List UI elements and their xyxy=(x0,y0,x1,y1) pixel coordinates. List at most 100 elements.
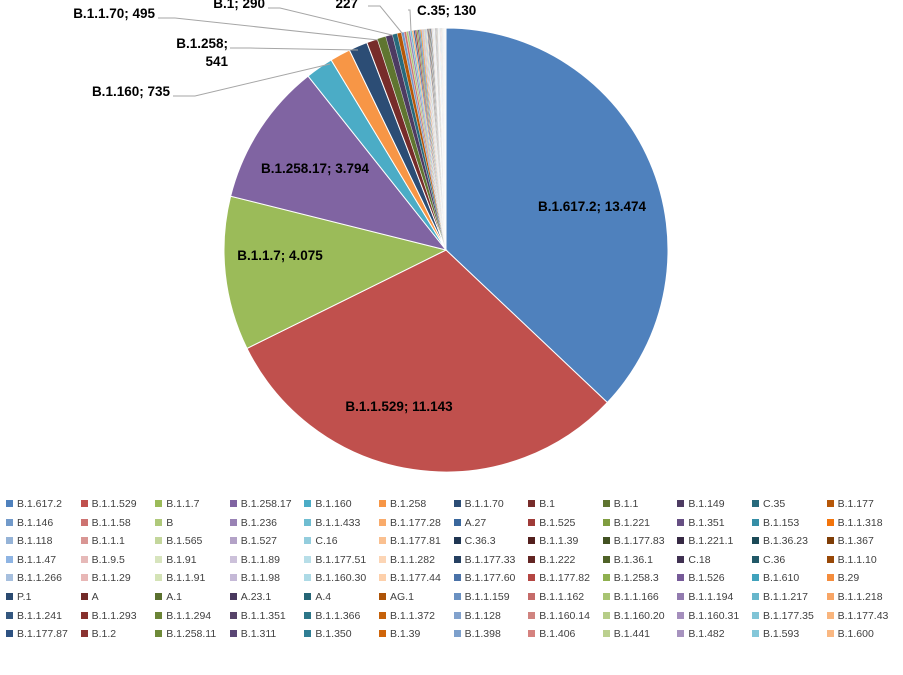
legend-label: A.4 xyxy=(315,591,332,603)
legend-label: B xyxy=(166,516,174,529)
legend-swatch xyxy=(677,537,685,545)
legend-label: B.1.236 xyxy=(240,516,277,529)
legend-swatch xyxy=(155,574,163,582)
legend-item-b-1-482: B.1.482 xyxy=(677,627,725,641)
legend-item-b-1-177-44: B.1.177.44 xyxy=(379,571,441,585)
legend-label: B.1.593 xyxy=(763,628,800,641)
legend-label: B.1.177.87 xyxy=(17,628,68,641)
legend-swatch xyxy=(379,500,386,507)
legend-item-b-1-1-351: B.1.1.351 xyxy=(229,609,286,623)
legend-item-b-1-177-28: B.1.177.28 xyxy=(379,516,441,530)
legend-label: B.1.482 xyxy=(688,628,725,641)
data-labels: B.1.617.2; 13.474 B.1.1.529; 11.143 B.1.… xyxy=(73,0,646,414)
legend-item-b-1-177-83: B.1.177.83 xyxy=(602,534,665,548)
legend-swatch xyxy=(528,611,536,619)
legend-label: B.1.128 xyxy=(464,609,501,622)
legend-label: B.1.222 xyxy=(539,553,576,566)
legend-item-b-1-146: B.1.146 xyxy=(6,516,53,530)
data-label-b-1-258-17: B.1.258.17; 3.794 xyxy=(261,161,370,176)
legend-item-b-1-1-293: B.1.1.293 xyxy=(80,609,137,623)
legend-label: AG.1 xyxy=(390,591,414,603)
legend-swatch xyxy=(677,574,685,582)
legend-label: B.1.1.58 xyxy=(91,516,131,529)
legend-label: B.1.177.44 xyxy=(390,572,441,585)
legend-label: B.1.1.98 xyxy=(240,572,280,585)
data-label-b-1-1: 227 xyxy=(335,0,358,11)
legend-label: B.1.1.10 xyxy=(837,553,877,566)
legend-label: B.1.221.1 xyxy=(688,535,734,548)
legend-label: B.1.1.218 xyxy=(837,591,883,603)
legend-label: B.1.160.14 xyxy=(539,609,590,622)
legend-swatch xyxy=(677,518,685,526)
legend-swatch xyxy=(677,611,685,619)
legend-label: A xyxy=(91,591,99,603)
legend-swatch xyxy=(826,500,834,507)
legend-swatch xyxy=(379,518,386,526)
legend-label: B.1.177.82 xyxy=(539,572,590,585)
legend-swatch xyxy=(80,518,88,526)
legend-label: B.1.600 xyxy=(837,628,874,641)
legend-label: B.1 xyxy=(539,498,555,510)
legend-swatch xyxy=(826,574,834,582)
legend-swatch xyxy=(304,500,312,507)
leader-line-b-1-1 xyxy=(368,5,403,34)
legend-item-b-1-177-60: B.1.177.60 xyxy=(453,571,515,585)
legend-swatch xyxy=(229,593,237,600)
legend-label: B.1.9.5 xyxy=(91,553,125,566)
legend-label: B.1.1.282 xyxy=(390,553,435,566)
legend-label: B.1.311 xyxy=(240,628,277,641)
legend-label: B.1.610 xyxy=(763,572,800,585)
legend-item-p-1: P.1 xyxy=(6,590,31,604)
legend-swatch xyxy=(752,630,759,638)
legend-item-b-1-1-91: B.1.1.91 xyxy=(155,571,205,585)
legend-label: B.1.1.91 xyxy=(166,572,206,585)
legend-item-b-1-258-3: B.1.258.3 xyxy=(602,571,659,585)
legend-label: B.1.1.217 xyxy=(763,591,808,603)
legend-item-b-29: B.29 xyxy=(826,571,859,585)
legend-item-b-1-525: B.1.525 xyxy=(528,516,575,530)
data-label-b-1-1-529: B.1.1.529; 11.143 xyxy=(345,399,453,414)
legend-swatch xyxy=(80,500,88,507)
legend-item-b-1-160-14: B.1.160.14 xyxy=(528,609,590,623)
legend-swatch xyxy=(826,518,834,526)
legend-item-b-1-367: B.1.367 xyxy=(826,534,874,548)
legend-label: B.1.1.7 xyxy=(166,498,200,510)
legend-label: B.1.258.11 xyxy=(166,628,217,641)
legend-item-b-1-610: B.1.610 xyxy=(752,571,799,585)
legend-swatch xyxy=(6,537,13,545)
legend-swatch xyxy=(826,537,834,545)
legend-swatch xyxy=(528,555,536,563)
legend-label: B.1.177.51 xyxy=(315,553,367,566)
legend-swatch xyxy=(229,500,237,507)
legend-item-b-1-160-31: B.1.160.31 xyxy=(677,609,739,623)
legend-item-b-1-160: B.1.160 xyxy=(304,497,352,511)
legend-label: B.1.1.162 xyxy=(539,591,585,603)
legend-swatch xyxy=(80,593,88,600)
legend-swatch xyxy=(602,574,610,582)
legend-swatch xyxy=(602,518,610,526)
legend-item-b-1: B.1 xyxy=(528,497,555,511)
legend-swatch xyxy=(155,630,163,638)
legend-label: B.1.177.83 xyxy=(613,535,665,548)
legend-label: B.1.441 xyxy=(613,628,650,641)
legend-item-c-36-3: C.36.3 xyxy=(453,534,496,548)
legend-label: B.1.160.31 xyxy=(688,609,740,622)
legend-swatch xyxy=(677,593,685,600)
legend-label: B.1.1.372 xyxy=(390,609,435,622)
legend-item-b-1-1-10: B.1.1.10 xyxy=(826,553,877,567)
legend-item-a-23-1: A.23.1 xyxy=(229,590,272,604)
pie-slice-b-1-1-7 xyxy=(223,195,448,350)
legend-label: B.1.36.23 xyxy=(763,535,808,548)
legend-label: A.23.1 xyxy=(240,591,272,603)
legend-label: B.1.177 xyxy=(837,498,874,510)
legend-swatch xyxy=(6,555,13,563)
legend-item-b-1-526: B.1.526 xyxy=(677,571,725,585)
legend-swatch xyxy=(155,611,163,619)
legend-swatch xyxy=(155,593,163,600)
legend-item-b-1-1-58: B.1.1.58 xyxy=(80,516,131,530)
legend-label: B.1.1.194 xyxy=(688,591,734,603)
legend-item-b-1-258: B.1.258 xyxy=(379,497,426,511)
legend-swatch xyxy=(677,500,685,507)
legend-item-b-1-221: B.1.221 xyxy=(602,516,650,530)
data-label-b-1-160: B.1.160; 735 xyxy=(92,84,171,99)
